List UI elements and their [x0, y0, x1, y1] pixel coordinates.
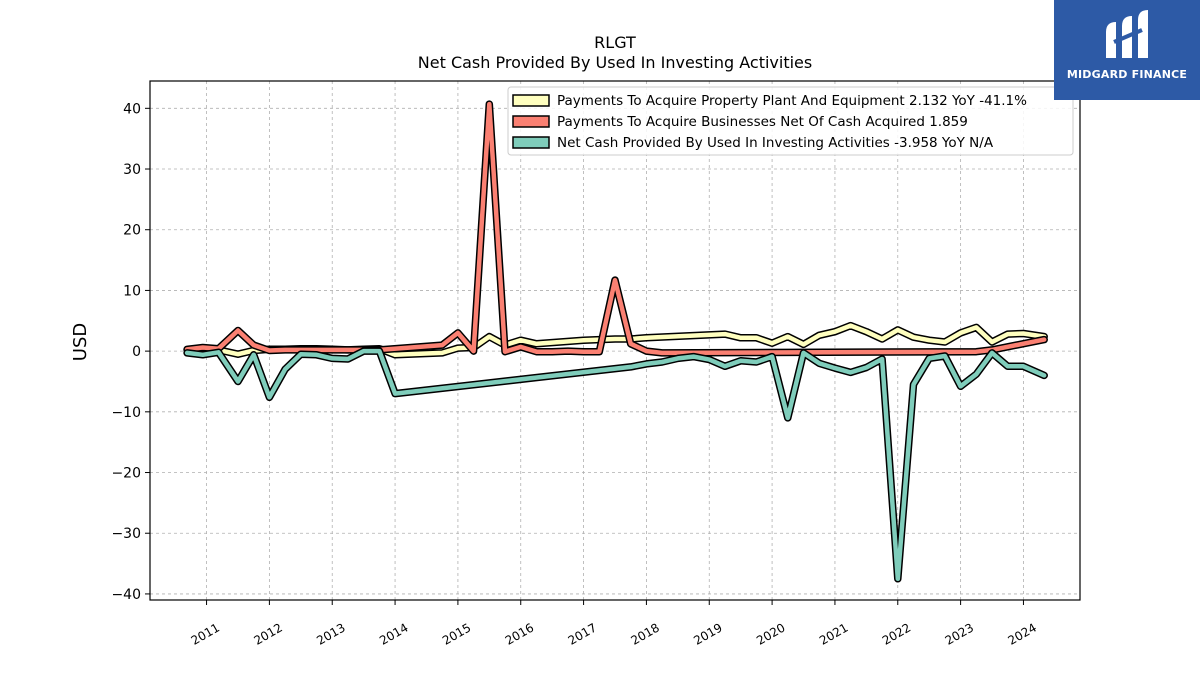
- legend-swatch-net-cash: [512, 136, 550, 149]
- legend-label-ppe: Payments To Acquire Property Plant And E…: [557, 93, 1027, 109]
- legend-swatch-ppe: [512, 94, 550, 107]
- y-tick-label: 30: [123, 162, 141, 178]
- y-axis-label: USD: [70, 323, 91, 361]
- x-tick-label: 2016: [503, 620, 536, 647]
- x-tick-label: 2023: [943, 620, 976, 647]
- y-tick-label: −40: [111, 587, 141, 603]
- x-tick-label: 2024: [1005, 620, 1038, 647]
- x-tick-label: 2014: [377, 620, 410, 647]
- y-tick-label: 10: [123, 283, 141, 299]
- x-tick-label: 2020: [754, 620, 787, 647]
- y-tick-label: 0: [132, 344, 141, 360]
- midgard-logo-icon: [1106, 10, 1148, 58]
- x-tick-label: 2019: [691, 620, 724, 647]
- x-tick-label: 2021: [817, 620, 850, 647]
- series-line-2: [184, 348, 1047, 582]
- y-tick-label: −10: [111, 405, 141, 421]
- x-tick-label: 2011: [189, 620, 222, 647]
- plot-frame: [149, 80, 1081, 601]
- chart-title: RLGT: [594, 33, 636, 52]
- x-tick-label: 2013: [314, 620, 347, 647]
- legend-label-businesses: Payments To Acquire Businesses Net Of Ca…: [557, 114, 968, 130]
- x-tick-label: 2022: [880, 620, 913, 647]
- legend-swatch-businesses: [512, 115, 550, 128]
- chart-subtitle: Net Cash Provided By Used In Investing A…: [418, 53, 812, 72]
- legend-label-net-cash: Net Cash Provided By Used In Investing A…: [557, 135, 994, 151]
- y-tick-label: 20: [123, 223, 141, 239]
- brand-name: MIDGARD FINANCE: [1066, 68, 1188, 81]
- legend: Payments To Acquire Property Plant And E…: [507, 86, 1074, 156]
- legend-box: [507, 86, 1074, 156]
- brand-logo: MIDGARD FINANCE: [1054, 0, 1200, 100]
- series-group: [183, 100, 1048, 583]
- y-tick-label: −20: [111, 466, 141, 482]
- x-tick-label: 2015: [440, 620, 473, 647]
- x-tick-label: 2012: [251, 620, 284, 647]
- x-tick-label: 2018: [628, 620, 661, 647]
- y-tick-label: 40: [123, 101, 141, 117]
- series-line-1: [184, 101, 1047, 356]
- y-tick-label: −30: [111, 526, 141, 542]
- x-tick-label: 2017: [566, 620, 599, 647]
